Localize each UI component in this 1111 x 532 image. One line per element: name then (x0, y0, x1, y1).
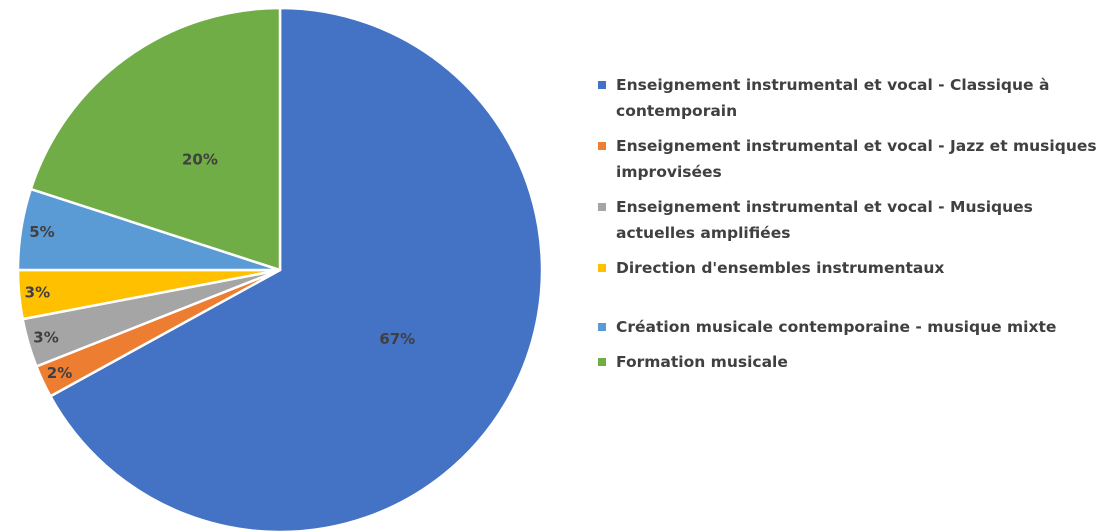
pie-slices (16, 6, 544, 532)
legend-swatch-jazz (598, 142, 606, 150)
legend-item-classique: Enseignement instrumental et vocal - Cla… (598, 72, 1103, 124)
legend-item-direction: Direction d'ensembles instrumentaux (598, 255, 1103, 281)
data-label-direction: 3% (25, 283, 50, 301)
legend-label-direction: Direction d'ensembles instrumentaux (616, 259, 945, 277)
legend-label-creation: Création musicale contemporaine - musiqu… (616, 318, 1057, 336)
legend-swatch-creation (598, 323, 606, 331)
legend-item-jazz: Enseignement instrumental et vocal - Jaz… (598, 133, 1103, 185)
data-label-creation: 5% (29, 223, 54, 241)
legend-swatch-formation (598, 358, 606, 366)
data-label-musiques-actuelles: 3% (33, 328, 58, 346)
legend-item-formation: Formation musicale (598, 349, 1103, 375)
pie-slice-classique (49, 6, 544, 532)
data-label-classique: 67% (379, 330, 415, 348)
pie-data-labels: 67% 2% 3% 3% 5% 20% (25, 150, 416, 382)
legend-item-musiques-actuelles: Enseignement instrumental et vocal - Mus… (598, 194, 1103, 246)
legend-label-formation: Formation musicale (616, 353, 788, 371)
legend-label-musiques-actuelles: Enseignement instrumental et vocal - Mus… (616, 198, 1033, 242)
legend-label-classique: Enseignement instrumental et vocal - Cla… (616, 76, 1050, 120)
data-label-jazz: 2% (47, 364, 72, 382)
chart-legend: Enseignement instrumental et vocal - Cla… (598, 72, 1103, 375)
legend-swatch-classique (598, 81, 606, 89)
legend-swatch-direction (598, 264, 606, 272)
legend-item-creation: Création musicale contemporaine - musiqu… (598, 314, 1103, 340)
legend-swatch-musiques-actuelles (598, 203, 606, 211)
data-label-formation: 20% (182, 150, 218, 168)
legend-label-jazz: Enseignement instrumental et vocal - Jaz… (616, 137, 1097, 181)
pie-slice-formation (29, 6, 282, 272)
